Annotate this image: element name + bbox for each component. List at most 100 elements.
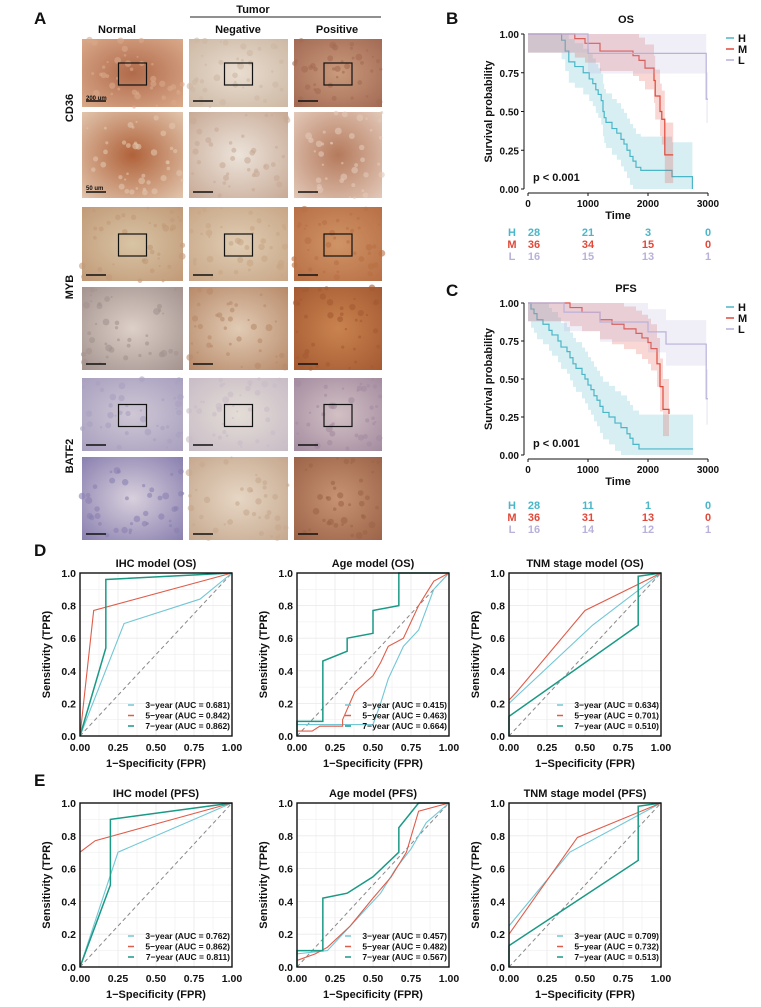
tissue-texture: [324, 393, 328, 397]
x-tick-label: 0.50: [146, 973, 167, 985]
tissue-texture: [362, 433, 368, 439]
y-axis-label: Sensitivity (TPR): [258, 841, 270, 929]
tissue-texture: [262, 480, 268, 486]
tissue-texture: [353, 196, 356, 200]
tissue-texture: [304, 84, 311, 90]
x-tick-label: 0.00: [70, 973, 91, 985]
tissue-texture: [301, 288, 306, 293]
tissue-texture: [223, 174, 229, 181]
tissue-texture: [218, 377, 223, 383]
y-tick-label: 0.4: [490, 896, 505, 908]
risk-table-value: 15: [642, 239, 654, 251]
tissue-texture: [143, 510, 149, 517]
tissue-texture: [99, 387, 105, 393]
tissue-texture: [326, 520, 332, 526]
tissue-texture: [256, 218, 262, 224]
tissue-texture: [126, 172, 129, 176]
tissue-texture: [372, 328, 379, 334]
y-axis-label: Sensitivity (TPR): [470, 610, 482, 698]
tissue-texture: [259, 293, 263, 297]
tissue-texture: [371, 460, 375, 464]
risk-table-value: 21: [582, 227, 594, 239]
risk-table-value: 0: [705, 227, 711, 239]
tissue-texture: [104, 342, 108, 346]
tissue-texture: [308, 528, 312, 532]
y-tick-label: 0.6: [278, 633, 293, 645]
tissue-texture: [116, 338, 120, 342]
tissue-texture: [202, 87, 208, 93]
tissue-texture: [202, 207, 207, 212]
tissue-texture: [240, 58, 244, 62]
tissue-texture: [86, 127, 89, 130]
y-tick-label: 0.2: [278, 929, 293, 941]
tissue-texture: [250, 323, 257, 330]
tissue-texture: [350, 96, 354, 100]
tissue-texture: [350, 461, 353, 465]
tissue-texture: [343, 458, 350, 465]
tissue-texture: [99, 72, 103, 77]
tissue-texture: [281, 364, 288, 371]
tissue-texture: [270, 162, 276, 167]
tissue-texture: [186, 408, 192, 414]
tissue-texture: [292, 61, 298, 66]
tissue-texture: [109, 477, 116, 484]
risk-table-value: 1: [705, 524, 711, 536]
tissue-texture: [91, 39, 98, 46]
ihc-image: [189, 378, 288, 451]
tissue-texture: [118, 183, 125, 190]
x-tick-label: 0.25: [537, 742, 558, 754]
column-header: Negative: [215, 24, 261, 36]
risk-table-group: M: [507, 512, 516, 524]
tissue-texture: [302, 352, 309, 359]
tissue-texture: [196, 160, 202, 165]
tissue-texture: [90, 300, 93, 303]
tissue-texture: [214, 127, 219, 132]
tissue-texture: [295, 421, 299, 425]
tissue-texture: [138, 177, 146, 185]
reference-diagonal: [508, 802, 662, 968]
tissue-texture: [205, 534, 212, 541]
tissue-texture: [176, 409, 182, 416]
x-tick-label: 1.00: [651, 973, 672, 985]
tissue-texture: [79, 426, 85, 431]
tissue-texture: [341, 345, 345, 349]
y-tick-label: 0.6: [490, 633, 505, 645]
tissue-texture: [365, 244, 373, 251]
tissue-texture: [243, 509, 250, 516]
tissue-texture: [375, 505, 379, 510]
tissue-texture: [353, 251, 357, 255]
tissue-texture: [78, 492, 86, 500]
tissue-texture: [173, 527, 180, 534]
tissue-texture: [147, 492, 153, 498]
tissue-texture: [356, 114, 364, 122]
tissue-texture: [371, 470, 374, 474]
group-header: Tumor: [236, 4, 270, 16]
tissue-texture: [353, 297, 356, 301]
tissue-texture: [299, 298, 303, 301]
legend-label: 5−year (AUC = 0.862): [145, 942, 230, 952]
tissue-texture: [258, 349, 262, 353]
tissue-texture: [351, 166, 358, 174]
tissue-texture: [263, 99, 268, 104]
tissue-texture: [152, 438, 157, 442]
tissue-texture: [116, 444, 122, 450]
panel-label: E: [34, 771, 45, 790]
tissue-texture: [376, 98, 383, 106]
tissue-texture: [222, 429, 227, 435]
tissue-texture: [234, 80, 237, 83]
survival-curve-m: [528, 33, 674, 156]
tissue-texture: [255, 498, 262, 505]
x-tick-label: 1000: [577, 465, 600, 476]
y-tick-label: 1.00: [500, 30, 520, 41]
tissue-texture: [242, 86, 245, 89]
x-tick-label: 0.00: [499, 973, 520, 985]
tissue-texture: [378, 171, 385, 178]
y-tick-label: 0.2: [61, 929, 76, 941]
y-tick-label: 0.0: [61, 731, 76, 743]
tissue-texture: [367, 251, 372, 255]
tissue-texture: [329, 229, 336, 236]
tissue-texture: [377, 162, 381, 166]
tissue-texture: [277, 377, 282, 382]
tissue-texture: [129, 67, 134, 72]
